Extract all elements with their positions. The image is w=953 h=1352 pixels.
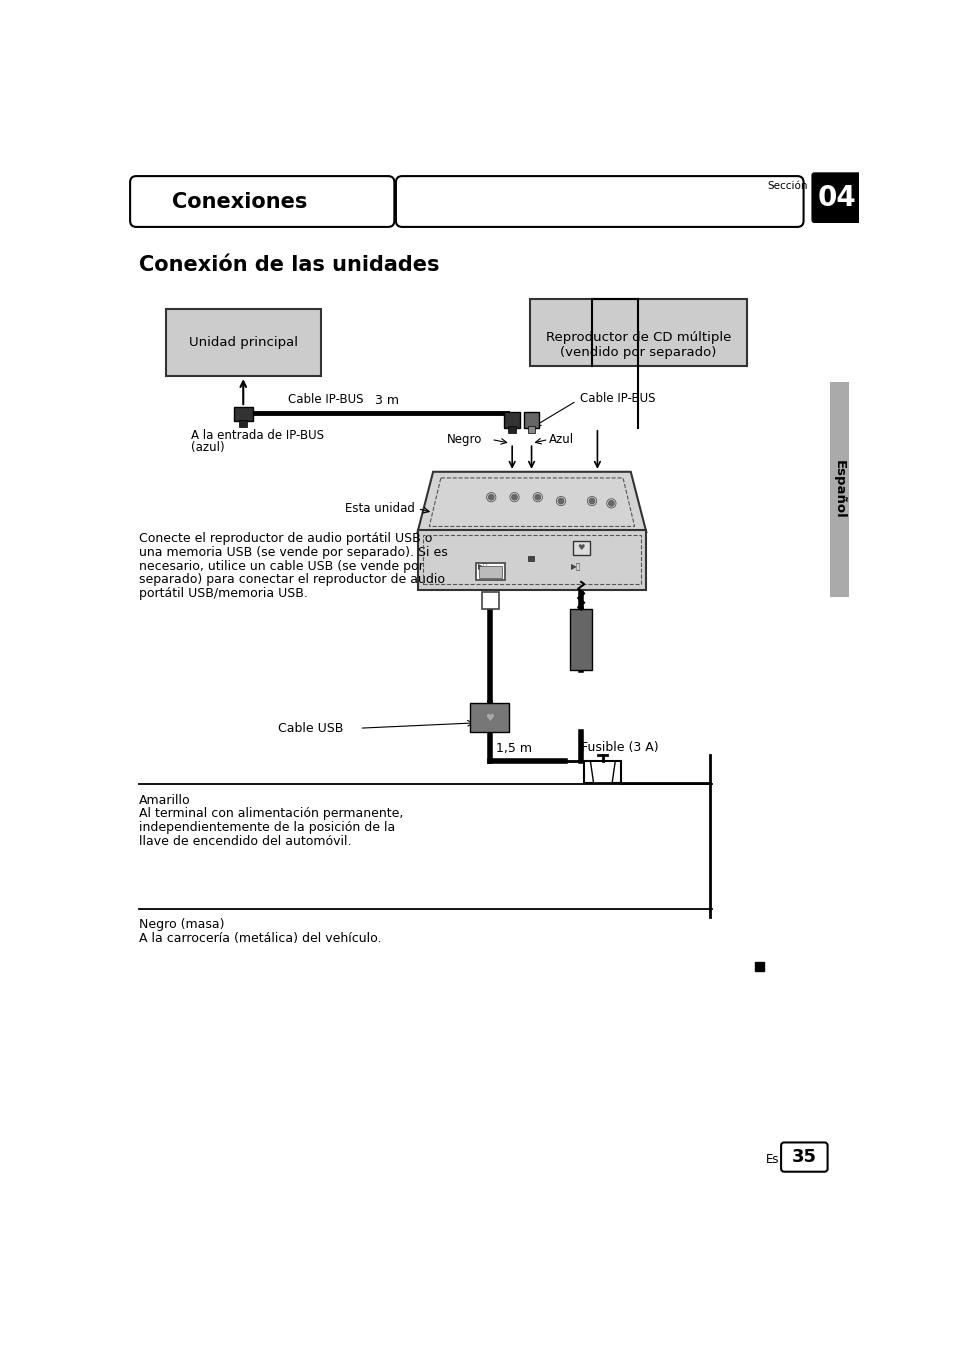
Bar (476, 564, 505, 580)
Circle shape (558, 499, 563, 504)
Text: Negro (masa): Negro (masa) (138, 918, 224, 932)
Bar (417, 530, 645, 589)
Circle shape (535, 495, 540, 500)
Bar (527, 557, 534, 561)
Text: 04: 04 (817, 184, 856, 212)
Text: Esta unidad: Esta unidad (345, 502, 415, 515)
Text: Cable IP-BUS: Cable IP-BUS (579, 392, 655, 406)
Text: Conexiones: Conexiones (172, 192, 307, 211)
FancyBboxPatch shape (811, 173, 860, 222)
Polygon shape (590, 761, 615, 783)
Circle shape (511, 495, 517, 500)
Bar (829, 381, 847, 598)
Bar (523, 412, 538, 427)
Text: 35: 35 (791, 1148, 816, 1165)
Bar (478, 565, 501, 579)
Text: (vendido por separado): (vendido por separado) (559, 346, 716, 358)
Text: ♥: ♥ (577, 542, 584, 552)
FancyBboxPatch shape (395, 176, 802, 227)
Bar (239, 420, 247, 427)
FancyBboxPatch shape (130, 176, 394, 227)
Text: Unidad principal: Unidad principal (189, 335, 297, 349)
Text: Es: Es (765, 1153, 779, 1165)
Bar (233, 407, 253, 420)
Text: Cable IP-BUS: Cable IP-BUS (288, 393, 363, 406)
Text: Amarillo: Amarillo (138, 794, 190, 807)
Text: Azul: Azul (549, 433, 574, 446)
Text: ♥: ♥ (485, 714, 494, 723)
Text: (azul): (azul) (192, 441, 225, 454)
Bar (504, 412, 519, 427)
FancyBboxPatch shape (530, 299, 746, 366)
Polygon shape (417, 472, 645, 531)
Text: ▶Ⓒ: ▶Ⓒ (571, 562, 581, 571)
Bar (527, 426, 535, 433)
Text: separado) para conectar el reproductor de audio: separado) para conectar el reproductor d… (138, 573, 444, 587)
Text: una memoria USB (se vende por separado). Si es: una memoria USB (se vende por separado).… (138, 546, 447, 558)
FancyBboxPatch shape (166, 308, 320, 376)
Text: Reproductor de CD múltiple: Reproductor de CD múltiple (545, 331, 730, 345)
Text: Conexión de las unidades: Conexión de las unidades (138, 254, 438, 274)
Text: Cable USB: Cable USB (277, 722, 343, 735)
Text: Conecte el reproductor de audio portátil USB o: Conecte el reproductor de audio portátil… (138, 531, 432, 545)
Circle shape (488, 495, 494, 500)
Text: ▶Ⓒ: ▶Ⓒ (477, 562, 488, 571)
Bar (754, 961, 763, 971)
Text: llave de encendido del automóvil.: llave de encendido del automóvil. (138, 836, 351, 848)
Bar (570, 608, 592, 671)
Bar (481, 592, 498, 608)
Bar (583, 761, 620, 783)
Text: portátil USB/memoria USB.: portátil USB/memoria USB. (138, 587, 307, 600)
Text: A la carrocería (metálica) del vehículo.: A la carrocería (metálica) del vehículo. (138, 933, 381, 945)
Text: A la entrada de IP-BUS: A la entrada de IP-BUS (192, 429, 324, 442)
Text: Al terminal con alimentación permanente,: Al terminal con alimentación permanente, (138, 807, 402, 821)
Text: Fusible (3 A): Fusible (3 A) (580, 741, 659, 754)
Bar (470, 703, 509, 731)
Text: independientemente de la posición de la: independientemente de la posición de la (138, 822, 395, 834)
Bar (422, 535, 640, 584)
Bar (508, 426, 516, 433)
Text: necesario, utilice un cable USB (se vende por: necesario, utilice un cable USB (se vend… (138, 560, 423, 572)
Circle shape (608, 500, 614, 506)
Text: Español: Español (832, 460, 845, 519)
Text: Negro: Negro (446, 433, 481, 446)
Circle shape (589, 499, 594, 504)
Text: Sección: Sección (766, 181, 806, 191)
Bar (572, 541, 589, 554)
Text: 3 m: 3 m (375, 395, 398, 407)
FancyBboxPatch shape (781, 1142, 827, 1172)
Text: 1,5 m: 1,5 m (496, 742, 532, 756)
